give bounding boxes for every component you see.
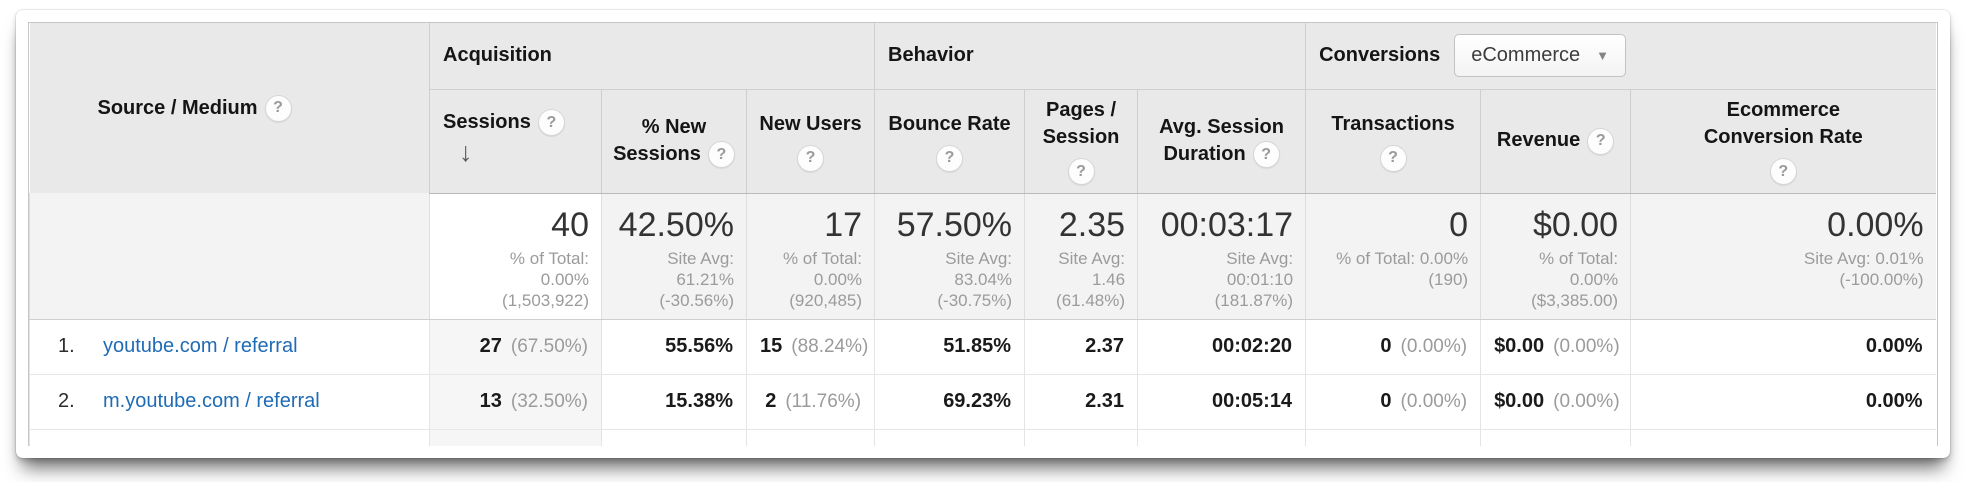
behavior-label: Behavior	[888, 44, 974, 67]
cell-revenue: $0.00 (0.00%)	[1480, 374, 1631, 430]
cell-new-sessions: 55.56%	[601, 319, 747, 375]
help-icon[interactable]: ?	[797, 144, 825, 172]
group-header-conversions: Conversions eCommerce ▼	[1305, 23, 1936, 90]
summary-sessions: 40 % of Total: 0.00% (1,503,922)	[429, 193, 602, 320]
help-icon[interactable]: ?	[537, 109, 565, 137]
help-icon[interactable]: ?	[1379, 144, 1407, 172]
cell-bounce-rate: 51.85%	[874, 319, 1025, 375]
cell-ecom-rate: 0.00%	[1630, 319, 1936, 375]
cell-new-sessions: 15.38%	[601, 374, 747, 430]
column-header-ecom-rate[interactable]: Ecommerce Conversion Rate ?	[1630, 89, 1936, 194]
clipped-row	[29, 429, 1936, 446]
help-icon[interactable]: ?	[707, 141, 735, 169]
column-header-new-users[interactable]: New Users ?	[745, 89, 875, 194]
acquisition-label: Acquisition	[443, 44, 552, 67]
cell-pages-session: 2.31	[1024, 374, 1138, 430]
conversions-label: Conversions	[1319, 44, 1441, 67]
row-rank: 1.	[58, 335, 75, 357]
cell-sessions: 13 (32.50%)	[429, 374, 602, 430]
source-medium-label: Source / Medium	[97, 96, 258, 119]
group-header-behavior: Behavior	[874, 23, 1306, 90]
cell-transactions: 0 (0.00%)	[1305, 374, 1481, 430]
goal-selector-value: eCommerce	[1471, 44, 1581, 67]
help-icon[interactable]: ?	[936, 144, 964, 172]
help-icon[interactable]: ?	[264, 94, 292, 122]
cell-avg-duration: 00:02:20	[1137, 319, 1306, 375]
help-icon[interactable]: ?	[1252, 141, 1280, 169]
column-header-bounce-rate[interactable]: Bounce Rate ?	[874, 89, 1025, 194]
column-header-sessions[interactable]: Sessions ?↓	[429, 89, 602, 194]
sort-descending-icon[interactable]: ↓	[459, 137, 473, 168]
row-rank: 2.	[58, 390, 75, 412]
source-link[interactable]: m.youtube.com / referral	[103, 390, 320, 412]
summary-ecom-rate: 0.00% Site Avg: 0.01% (-100.00%)	[1630, 193, 1936, 320]
cell-pages-session: 2.37	[1024, 319, 1138, 375]
column-header-pages-session[interactable]: Pages / Session ?	[1024, 89, 1138, 194]
summary-pages-session: 2.35 Site Avg: 1.46 (61.48%)	[1024, 193, 1138, 320]
cell-new-users: 15 (88.24%)	[745, 319, 875, 375]
cell-transactions: 0 (0.00%)	[1305, 319, 1481, 375]
summary-avg-duration: 00:03:17 Site Avg: 00:01:10 (181.87%)	[1137, 193, 1306, 320]
table-viewport: Source / Medium? Acquisition Behavior Co…	[28, 22, 1938, 446]
summary-transactions: 0 % of Total: 0.00% (190)	[1305, 193, 1481, 320]
cell-source: 2. m.youtube.com / referral	[29, 374, 430, 430]
summary-revenue: $0.00 % of Total: 0.00% ($3,385.00)	[1480, 193, 1631, 320]
summary-row: 40 % of Total: 0.00% (1,503,922) 42.50% …	[29, 193, 1936, 320]
column-header-source-medium[interactable]: Source / Medium?	[29, 23, 430, 193]
table-row: 1. youtube.com / referral 27 (67.50%) 55.5…	[29, 319, 1936, 375]
cell-new-users: 2 (11.76%)	[745, 374, 875, 430]
source-link[interactable]: youtube.com / referral	[103, 335, 298, 357]
column-header-avg-duration[interactable]: Avg. Session Duration?	[1137, 89, 1306, 194]
summary-new-users: 17 % of Total: 0.00% (920,485)	[745, 193, 875, 320]
cell-ecom-rate: 0.00%	[1630, 374, 1936, 430]
summary-bounce-rate: 57.50% Site Avg: 83.04% (-30.75%)	[874, 193, 1025, 320]
ecommerce-goal-selector[interactable]: eCommerce ▼	[1454, 34, 1627, 78]
metric-header-row: Sessions ?↓ % New Sessions? New Users ? B…	[30, 89, 1936, 194]
column-header-new-sessions[interactable]: % New Sessions?	[601, 89, 747, 194]
analytics-table-card: Source / Medium? Acquisition Behavior Co…	[16, 10, 1950, 458]
dropdown-caret-icon: ▼	[1596, 48, 1610, 64]
help-icon[interactable]: ?	[1067, 158, 1095, 185]
table-row: 2. m.youtube.com / referral 13 (32.50%) 15…	[29, 374, 1936, 430]
help-icon[interactable]: ?	[1769, 158, 1797, 185]
cell-source: 1. youtube.com / referral	[29, 319, 430, 375]
summary-new-sessions: 42.50% Site Avg: 61.21% (-30.56%)	[601, 193, 747, 320]
cell-revenue: $0.00 (0.00%)	[1480, 319, 1631, 375]
column-header-revenue[interactable]: Revenue?	[1480, 89, 1631, 194]
source-medium-table: Source / Medium? Acquisition Behavior Co…	[29, 23, 1936, 446]
group-header-row: Source / Medium? Acquisition Behavior Co…	[29, 23, 1936, 193]
cell-bounce-rate: 69.23%	[874, 374, 1025, 430]
summary-source-medium	[29, 193, 430, 320]
help-icon[interactable]: ?	[1587, 127, 1615, 155]
cell-sessions: 27 (67.50%)	[429, 319, 602, 375]
group-header-acquisition: Acquisition	[428, 23, 875, 90]
column-header-transactions[interactable]: Transactions ?	[1305, 89, 1481, 194]
cell-avg-duration: 00:05:14	[1137, 374, 1306, 430]
